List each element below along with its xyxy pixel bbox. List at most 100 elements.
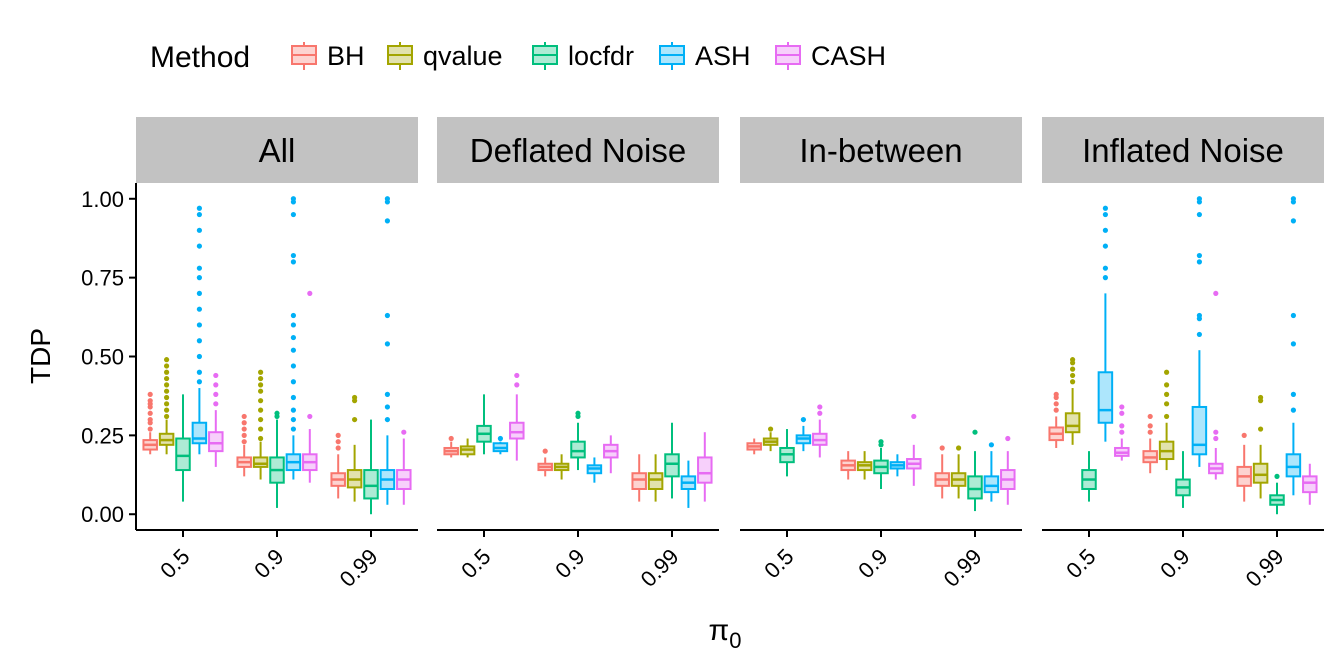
outlier-point (1053, 401, 1059, 407)
box-qvalue (1064, 357, 1081, 445)
outlier-point (290, 252, 296, 259)
outlier-point (384, 196, 390, 202)
outlier-point (335, 439, 341, 445)
legend-entry-ash: ASH (657, 41, 751, 71)
facet-strip (437, 117, 719, 183)
outlier-point (196, 322, 202, 328)
box-ash (1097, 205, 1114, 442)
box-iqr (1097, 371, 1114, 424)
outlier-point (147, 398, 153, 404)
box-bh (934, 445, 950, 499)
box-qvalue (856, 451, 873, 480)
outlier-point (335, 445, 341, 451)
box-locfdr (363, 419, 379, 515)
box-iqr (570, 440, 586, 459)
outlier-point (258, 398, 264, 404)
box-qvalue (647, 454, 664, 502)
x-tick-label: 0.5 (456, 544, 495, 583)
box-bh (1236, 432, 1252, 502)
legend-entry-qvalue: qvalue (385, 41, 503, 71)
box-bh (840, 451, 856, 480)
box-ash (983, 442, 1000, 502)
outlier-point (1119, 423, 1125, 429)
box-ash (379, 196, 396, 505)
box-locfdr (779, 429, 795, 477)
outlier-point (1258, 426, 1264, 432)
outlier-point (147, 391, 153, 397)
box-iqr (175, 437, 191, 472)
box-ash (1285, 196, 1302, 496)
panel-all: All 0.5 0.9 0.99 (136, 117, 418, 592)
panel-in-between: In-between 0.5 0.9 0.99 (740, 117, 1022, 592)
box-iqr (647, 472, 664, 490)
legend-entry-cash: CASH (773, 41, 886, 71)
outlier-point (1102, 227, 1108, 233)
outlier-point (956, 445, 962, 451)
outlier-point (514, 372, 520, 379)
outlier-point (972, 429, 978, 435)
outlier-point (1070, 379, 1076, 385)
outlier-point (164, 394, 170, 401)
y-tick-label: 1.00 (81, 187, 124, 212)
box-iqr (697, 456, 713, 484)
outlier-point (1053, 407, 1059, 413)
outlier-point (196, 205, 202, 211)
x-tick-label: 0.9 (1155, 544, 1194, 583)
outlier-point (213, 401, 219, 407)
legend: Method BH qvalue locfdr ASH CASH (150, 41, 886, 74)
outlier-point (448, 435, 454, 442)
outlier-point (1213, 429, 1219, 435)
y-axis: 0.00 0.25 0.50 0.75 1.00 (81, 183, 137, 530)
panel-inflated-noise: Inflated Noise 0.5 0.9 0.99 (1042, 117, 1324, 592)
outlier-point (768, 426, 774, 432)
outlier-point (514, 382, 520, 388)
box-cash (1000, 435, 1016, 505)
outlier-point (1070, 357, 1076, 363)
y-tick-label: 0.00 (81, 502, 124, 527)
facet-strip-label: Deflated Noise (470, 132, 686, 169)
outlier-point (542, 448, 548, 454)
outlier-point (196, 379, 202, 385)
box-bh (537, 448, 553, 477)
box-bh (236, 413, 252, 477)
outlier-point (164, 369, 170, 375)
legend-entry-locfdr: locfdr (530, 41, 634, 71)
box-cash (1208, 290, 1224, 480)
outlier-point (196, 227, 202, 233)
box-ash (492, 435, 509, 455)
outlier-point (1213, 290, 1219, 297)
outlier-point (1196, 259, 1202, 265)
outlier-point (213, 372, 219, 379)
x-tick-label: 0.9 (853, 544, 892, 583)
box-bh (330, 432, 346, 499)
box-qvalue (950, 445, 967, 499)
facet-strip-label: Inflated Noise (1082, 132, 1284, 169)
outlier-point (196, 275, 202, 281)
legend-label-bh: BH (327, 41, 365, 71)
outlier-point (290, 312, 296, 319)
outlier-point (1290, 196, 1296, 202)
box-iqr (509, 421, 525, 440)
box-iqr (1252, 462, 1269, 484)
outlier-point (196, 211, 202, 218)
box-bh (746, 438, 762, 455)
x-tick-label: 0.99 (939, 544, 987, 592)
panel-deflated-noise: Deflated Noise 0.5 0.9 0.99 (437, 117, 719, 592)
box-iqr (191, 421, 208, 445)
box-qvalue (252, 369, 269, 480)
box-qvalue (762, 426, 779, 452)
outlier-point (1102, 275, 1108, 281)
box-bh (1048, 391, 1064, 448)
outlier-point (1053, 391, 1059, 397)
box-ash (1191, 196, 1208, 467)
box-cash (603, 435, 619, 474)
box-iqr (631, 472, 647, 490)
box-iqr (1064, 412, 1081, 434)
x-tick-label: 0.5 (1061, 544, 1100, 583)
outlier-point (1102, 265, 1108, 271)
outlier-point (911, 413, 917, 420)
outlier-point (497, 435, 503, 442)
outlier-point (1147, 429, 1153, 435)
outlier-point (1274, 473, 1280, 479)
outlier-point (878, 439, 884, 445)
